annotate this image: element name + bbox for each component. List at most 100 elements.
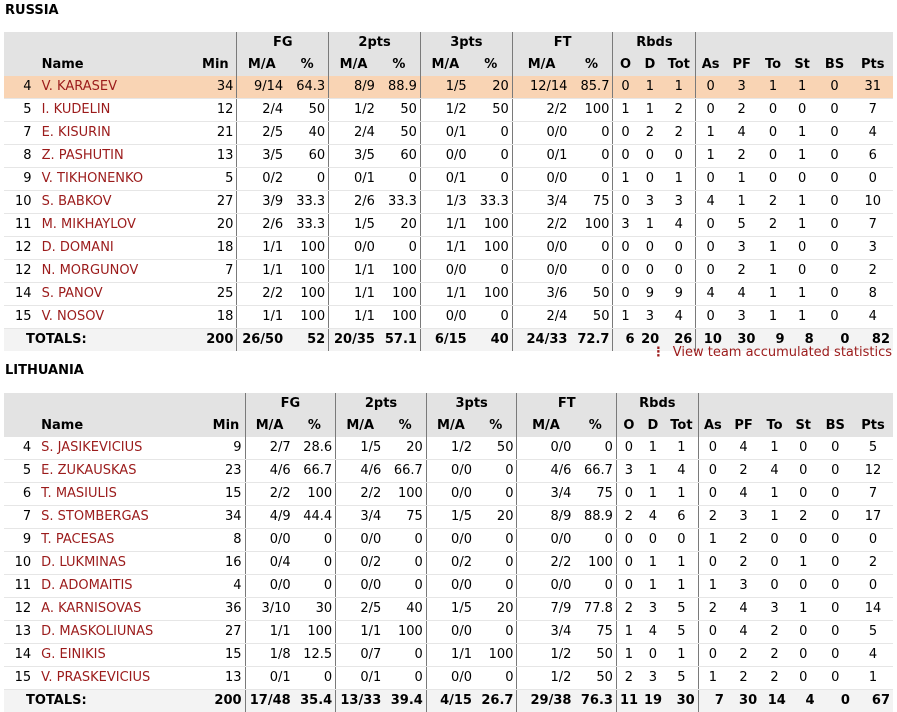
link-label[interactable]: View team accumulated statistics — [673, 345, 892, 360]
stat-cell: 1 — [641, 483, 665, 506]
stat-cell: 0 — [758, 122, 787, 145]
stat-cell: 1/1 — [329, 260, 378, 283]
header-ft-ma: M/A — [512, 54, 570, 76]
totals-cell: 6 — [613, 329, 638, 352]
stat-cell: 7 — [194, 260, 237, 283]
player-name-link[interactable]: S. JASIKEVICIUS — [37, 437, 207, 460]
stat-cell: 0 — [760, 575, 789, 598]
player-name-link[interactable]: E. ZUKAUSKAS — [37, 460, 207, 483]
stat-cell: 0 — [638, 237, 663, 260]
totals-cell: 52 — [286, 329, 329, 352]
header-bs: BS — [818, 415, 853, 437]
stat-cell: 2 — [758, 191, 787, 214]
player-name-link[interactable]: T. PACESAS — [37, 529, 207, 552]
stat-cell: 0 — [294, 529, 336, 552]
player-name-link[interactable]: S. PANOV — [38, 283, 195, 306]
player-name-link[interactable]: M. MIKHAYLOV — [38, 214, 195, 237]
stat-cell: 2 — [638, 122, 663, 145]
stat-cell: 0 — [818, 529, 853, 552]
header-fg: FG — [237, 32, 329, 54]
totals-cell: 30 — [727, 690, 760, 712]
stat-cell: 0 — [817, 306, 853, 329]
player-name-link[interactable]: Z. PASHUTIN — [38, 145, 195, 168]
header-fg: FG — [245, 393, 336, 415]
stat-cell: 75 — [574, 483, 616, 506]
totals-cell: 26.7 — [475, 690, 517, 712]
stat-cell: 1 — [789, 552, 818, 575]
stat-cell: 0 — [789, 621, 818, 644]
player-name-link[interactable]: E. KISURIN — [38, 122, 195, 145]
stat-cell: 12 — [853, 460, 893, 483]
stat-cell: 0/0 — [517, 575, 574, 598]
stat-cell: 0 — [470, 260, 513, 283]
stat-cell: 33.3 — [470, 191, 513, 214]
player-name-link[interactable]: G. EINIKIS — [37, 644, 207, 667]
stat-cell: 1/5 — [329, 214, 378, 237]
player-name-link[interactable]: V. NOSOV — [38, 306, 195, 329]
stat-cell: 3/4 — [517, 621, 574, 644]
totals-cell: 26/50 — [237, 329, 286, 352]
header-d: D — [641, 415, 665, 437]
player-name-link[interactable]: V. PRASKEVICIUS — [37, 667, 207, 690]
stat-cell: 1 — [616, 644, 640, 667]
stat-cell: 9 — [662, 283, 696, 306]
stat-cell: 2 — [616, 598, 640, 621]
stat-cell: 2/2 — [512, 99, 570, 122]
stat-cell: 0 — [613, 237, 638, 260]
stat-cell: 0 — [638, 168, 663, 191]
stat-cell: 0 — [286, 168, 329, 191]
stat-cell: 0 — [378, 168, 421, 191]
stat-cell: 3 — [727, 506, 760, 529]
stat-cell: 100 — [286, 260, 329, 283]
player-name-link[interactable]: D. MASKOLIUNAS — [37, 621, 207, 644]
stat-cell: 100 — [475, 644, 517, 667]
stat-cell: 15 — [207, 644, 245, 667]
header-name: Name — [38, 54, 195, 76]
stat-cell: 2/2 — [245, 483, 294, 506]
stat-cell: 18 — [194, 306, 237, 329]
stat-cell: 0 — [698, 460, 727, 483]
player-name-link[interactable]: D. LUKMINAS — [37, 552, 207, 575]
stat-cell: 0 — [853, 529, 893, 552]
stat-cell: 0/0 — [426, 529, 475, 552]
stat-cell: 0 — [698, 437, 727, 460]
stat-cell: 0 — [817, 99, 853, 122]
player-number: 10 — [4, 552, 37, 575]
player-number: 12 — [4, 260, 38, 283]
player-name-link[interactable]: A. KARNISOVAS — [37, 598, 207, 621]
player-name-link[interactable]: D. DOMANI — [38, 237, 195, 260]
header-2pts-pct: % — [384, 415, 426, 437]
stat-cell: 2 — [760, 621, 789, 644]
player-name-link[interactable]: V. KARASEV — [38, 76, 195, 99]
stat-cell: 1 — [613, 168, 638, 191]
stat-cell: 17 — [853, 506, 893, 529]
stat-cell: 2 — [727, 667, 760, 690]
player-name-link[interactable]: V. TIKHONENKO — [38, 168, 195, 191]
stat-cell: 7 — [852, 99, 893, 122]
player-name-link[interactable]: N. MORGUNOV — [38, 260, 195, 283]
player-name-link[interactable]: S. STOMBERGAS — [37, 506, 207, 529]
stat-cell: 0/7 — [336, 644, 385, 667]
stat-cell: 0 — [475, 483, 517, 506]
stat-cell: 4 — [727, 621, 760, 644]
player-name-link[interactable]: T. MASIULIS — [37, 483, 207, 506]
stat-cell: 2/4 — [329, 122, 378, 145]
player-name-link[interactable]: S. BABKOV — [38, 191, 195, 214]
stat-cell: 2 — [758, 214, 787, 237]
stat-cell: 1/2 — [329, 99, 378, 122]
header-ft-pct: % — [570, 54, 613, 76]
view-team-accumulated-statistics-link[interactable]: ⋮View team accumulated statistics — [652, 345, 892, 360]
stat-cell: 1 — [788, 283, 817, 306]
stat-cell: 0/1 — [420, 122, 469, 145]
header-fg-pct: % — [286, 54, 329, 76]
player-name-link[interactable]: D. ADOMAITIS — [37, 575, 207, 598]
stat-cell: 1 — [758, 76, 787, 99]
player-name-link[interactable]: I. KUDELIN — [38, 99, 195, 122]
stat-cell: 23 — [207, 460, 245, 483]
player-number: 8 — [4, 145, 38, 168]
